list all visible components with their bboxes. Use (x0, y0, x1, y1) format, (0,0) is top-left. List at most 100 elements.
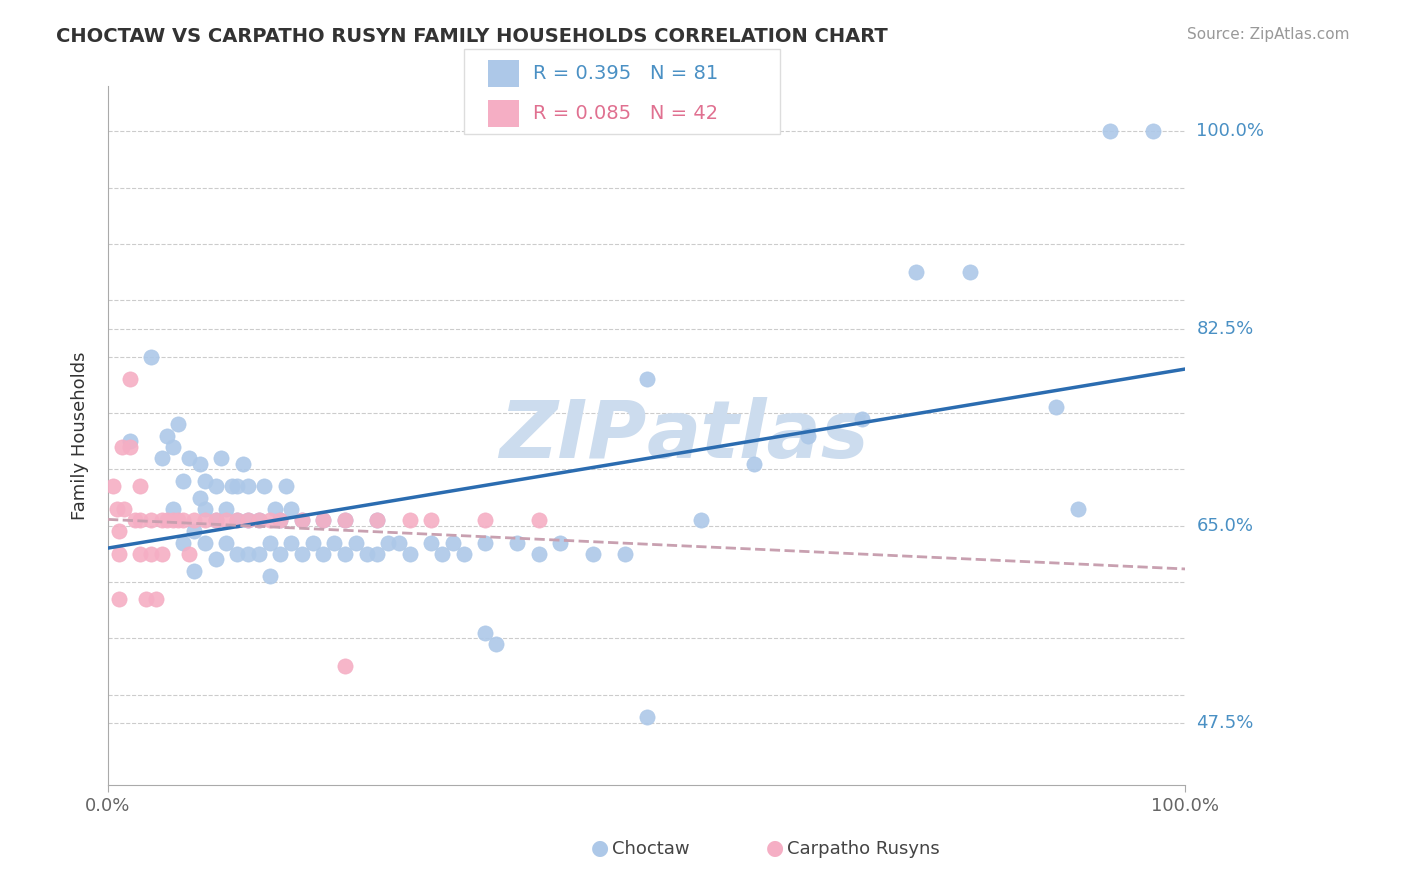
Point (183, 513, 205, 527)
Point (226, 479, 249, 493)
Point (905, 265, 928, 279)
Point (377, 535, 399, 549)
Point (851, 411, 873, 425)
Point (150, 513, 173, 527)
Point (269, 513, 291, 527)
Point (194, 501, 217, 516)
Point (420, 513, 443, 527)
Point (474, 535, 496, 549)
Point (274, 479, 297, 493)
Point (167, 513, 190, 527)
Text: CHOCTAW VS CARPATHO RUSYN FAMILY HOUSEHOLDS CORRELATION CHART: CHOCTAW VS CARPATHO RUSYN FAMILY HOUSEHO… (56, 27, 889, 45)
Point (506, 535, 529, 549)
Point (1045, 401, 1067, 415)
Point (291, 513, 314, 527)
Point (129, 547, 152, 561)
Point (474, 513, 496, 527)
Point (111, 440, 134, 454)
Point (145, 591, 167, 606)
Point (172, 513, 194, 527)
Point (194, 474, 217, 488)
Point (312, 547, 335, 561)
Text: Source: ZipAtlas.com: Source: ZipAtlas.com (1187, 27, 1350, 42)
Point (215, 535, 238, 549)
Y-axis label: Family Households: Family Households (72, 351, 89, 520)
Point (129, 513, 152, 527)
Point (188, 457, 211, 471)
Point (259, 569, 281, 583)
Point (485, 637, 508, 651)
Point (323, 535, 346, 549)
Point (226, 513, 249, 527)
Point (398, 547, 420, 561)
Point (614, 547, 637, 561)
Text: 82.5%: 82.5% (1197, 319, 1254, 337)
Point (221, 479, 243, 493)
Point (259, 513, 281, 527)
Point (204, 513, 226, 527)
Point (797, 428, 820, 442)
Point (150, 547, 173, 561)
Point (124, 513, 146, 527)
Point (118, 440, 141, 454)
Text: ●: ● (766, 838, 785, 858)
Point (1066, 501, 1088, 516)
Text: 65.0%: 65.0% (1197, 516, 1254, 534)
Point (1142, 124, 1164, 138)
Point (156, 428, 179, 442)
Text: atlas: atlas (647, 397, 869, 475)
Point (291, 513, 314, 527)
Point (291, 547, 314, 561)
Point (162, 513, 184, 527)
Point (226, 513, 249, 527)
Point (194, 513, 217, 527)
Point (527, 513, 550, 527)
Point (177, 547, 200, 561)
Point (139, 513, 162, 527)
Point (204, 479, 226, 493)
Point (236, 547, 259, 561)
Point (215, 513, 238, 527)
Point (253, 479, 276, 493)
Point (236, 479, 259, 493)
Point (312, 513, 335, 527)
Point (366, 513, 388, 527)
Point (204, 513, 226, 527)
Text: Carpatho Rusyns: Carpatho Rusyns (787, 840, 941, 858)
Point (135, 591, 157, 606)
Point (344, 535, 367, 549)
Point (333, 513, 356, 527)
Text: Choctaw: Choctaw (612, 840, 689, 858)
Point (156, 513, 179, 527)
Point (118, 434, 141, 449)
Point (188, 491, 211, 505)
Point (236, 513, 259, 527)
Point (474, 625, 496, 640)
Point (333, 659, 356, 673)
Point (269, 513, 291, 527)
Point (453, 547, 475, 561)
Point (582, 547, 605, 561)
Text: 47.5%: 47.5% (1197, 714, 1254, 731)
Point (247, 513, 270, 527)
Point (366, 513, 388, 527)
Point (301, 535, 323, 549)
Point (107, 547, 129, 561)
Point (636, 710, 658, 724)
Point (689, 513, 711, 527)
Point (183, 524, 205, 539)
Point (247, 547, 270, 561)
Point (139, 547, 162, 561)
Point (280, 501, 302, 516)
Point (420, 535, 443, 549)
Point (194, 535, 217, 549)
Point (550, 535, 572, 549)
Point (107, 524, 129, 539)
Point (259, 535, 281, 549)
Point (183, 564, 205, 578)
Point (215, 501, 238, 516)
Point (236, 513, 259, 527)
Point (333, 513, 356, 527)
Point (209, 451, 232, 466)
Point (162, 501, 184, 516)
